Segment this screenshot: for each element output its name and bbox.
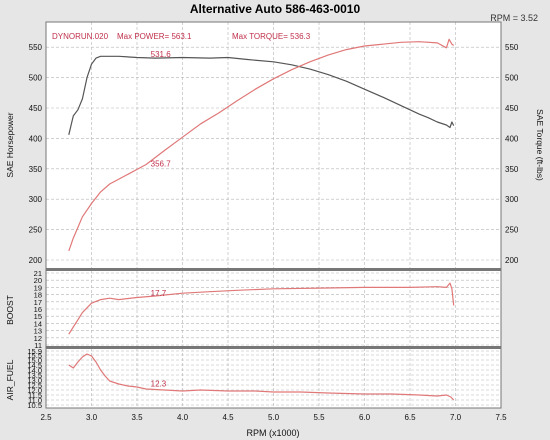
run-label: DYNORUN.020: [52, 32, 109, 41]
y2-axis-title: SAE Torque (ft-lbs): [535, 109, 545, 181]
chart-title: Alternative Auto 586-463-0010: [190, 2, 361, 16]
y-tick-label: 10.5: [27, 401, 42, 410]
series-line-1-0: [68, 282, 455, 335]
y-axis-title: SAE Horsepower: [5, 112, 15, 177]
y-tick-label: 16: [34, 305, 42, 314]
y-tick-label: 250: [29, 226, 43, 235]
y-tick-label: 400: [29, 134, 43, 143]
x-tick-label: 3.5: [131, 413, 143, 422]
y2-tick-label: 400: [505, 134, 519, 143]
series-line-0-0: [68, 55, 455, 135]
x-tick-label: 4.0: [177, 413, 189, 422]
y-tick-label: 200: [29, 256, 43, 265]
y-tick-label: 14.5: [27, 361, 42, 370]
y2-tick-label: 250: [505, 226, 519, 235]
max-power-label: Max POWER= 563.1: [117, 32, 192, 41]
y-tick-label: 550: [29, 43, 43, 52]
y-tick-label: 14.0: [27, 366, 42, 375]
y-tick-label: 17: [34, 298, 42, 307]
y2-tick-label: 350: [505, 165, 519, 174]
y-tick-label: 15.0: [27, 356, 42, 365]
max-torque-label: Max TORQUE= 536.3: [232, 32, 311, 41]
y-tick-label: 15.5: [27, 351, 42, 360]
y2-tick-label: 500: [505, 74, 519, 83]
y-tick-label: 13: [34, 327, 42, 336]
value-annotation: 531.6: [151, 50, 172, 59]
panel-divider-bottom: [46, 346, 501, 349]
y-tick-label: 12.5: [27, 381, 42, 390]
y2-tick-label: 300: [505, 195, 519, 204]
y-tick-label: 450: [29, 104, 43, 113]
y-tick-label: 13.5: [27, 371, 42, 380]
value-annotation: 356.7: [151, 159, 172, 168]
x-tick-label: 7.0: [450, 413, 462, 422]
y-tick-label: 13.0: [27, 376, 42, 385]
value-annotation: 17.7: [151, 289, 167, 298]
x-tick-label: 6.5: [404, 413, 416, 422]
x-tick-label: 6.0: [359, 413, 371, 422]
y2-tick-label: 450: [505, 104, 519, 113]
y-tick-label: 15.9: [27, 347, 42, 356]
y-tick-label: 11: [34, 341, 42, 350]
x-tick-label: 7.5: [495, 413, 507, 422]
air-fuel-axis-title: AIR_FUEL: [5, 359, 15, 400]
y-tick-label: 350: [29, 165, 43, 174]
x-tick-label: 3.0: [86, 413, 98, 422]
x-tick-label: 5.5: [313, 413, 325, 422]
y-tick-label: 500: [29, 74, 43, 83]
y-tick-label: 21: [34, 269, 42, 278]
series-line-0-1: [68, 38, 455, 252]
y-tick-label: 12: [34, 334, 42, 343]
boost-axis-title: BOOST: [5, 295, 15, 325]
y-tick-label: 11.0: [28, 396, 42, 405]
x-tick-label: 4.5: [222, 413, 234, 422]
tick-labels: 2.5 3.0 3.5 4.0 4.5 5.0 5.5 6.0 6.5 7.0 7.5 200 250 3…: [27, 43, 519, 422]
y2-tick-label: 550: [505, 43, 519, 52]
value-annotation: 12.3: [151, 380, 167, 389]
y-tick-label: 19: [34, 283, 42, 292]
series-layer: [68, 38, 455, 401]
y2-tick-label: 200: [505, 256, 519, 265]
y-tick-label: 14: [34, 319, 42, 328]
y-tick-label: 18: [34, 291, 42, 300]
rpm-readout: RPM = 3.52: [490, 13, 538, 23]
x-tick-label: 5.0: [268, 413, 280, 422]
plot-border: [45, 21, 502, 409]
series-line-2-0: [68, 353, 455, 401]
y-tick-label: 11.5: [28, 391, 42, 400]
x-tick-label: 2.5: [40, 413, 52, 422]
y-tick-label: 300: [29, 195, 43, 204]
y-tick-label: 12.0: [27, 386, 42, 395]
x-axis-title: RPM (x1000): [246, 428, 299, 438]
y-tick-label: 15: [34, 312, 42, 321]
y-tick-label: 20: [34, 276, 42, 285]
panel-divider-top: [46, 268, 501, 271]
